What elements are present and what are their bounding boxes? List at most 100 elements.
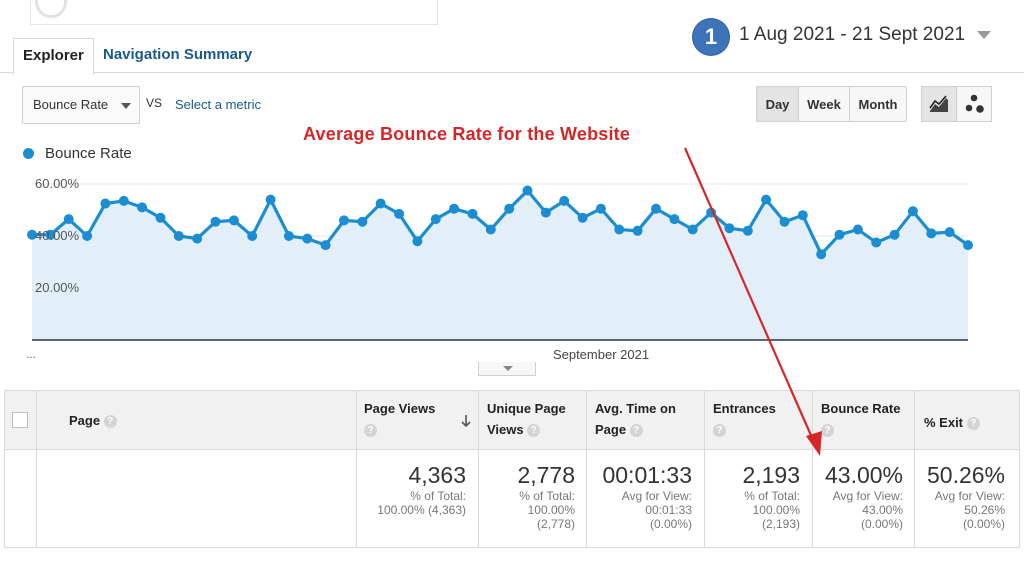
data-point[interactable]	[192, 233, 203, 244]
data-point[interactable]	[63, 214, 74, 225]
total-value: 2,778	[517, 462, 575, 488]
data-point[interactable]	[761, 194, 772, 205]
data-point[interactable]	[375, 198, 386, 209]
total-caption: (0.00%)	[649, 517, 692, 531]
data-point[interactable]	[724, 223, 735, 234]
data-point[interactable]	[614, 224, 625, 235]
data-point[interactable]	[27, 229, 37, 240]
col-divider	[586, 390, 587, 548]
total-value: 2,193	[742, 462, 800, 488]
total-caption: % of Total:	[744, 489, 800, 503]
data-point[interactable]	[247, 231, 258, 241]
select-all-checkbox[interactable]	[12, 412, 28, 428]
motion-chart-icon[interactable]	[956, 86, 992, 122]
data-point[interactable]	[118, 195, 129, 206]
chevron-down-icon[interactable]	[977, 31, 991, 39]
col-divider	[356, 390, 357, 548]
metric-dropdown-label: Bounce Rate	[33, 97, 109, 112]
data-point[interactable]	[485, 224, 496, 235]
data-point[interactable]	[357, 216, 368, 227]
y-tick-label: 20.00%	[35, 280, 80, 295]
data-point[interactable]	[871, 237, 882, 248]
col-divider	[36, 390, 37, 548]
select-metric-link[interactable]: Select a metric	[175, 97, 261, 112]
data-point[interactable]	[82, 231, 93, 241]
column-header-unique-page-views[interactable]: Unique Page Views ?	[487, 398, 566, 440]
data-point[interactable]	[907, 206, 918, 217]
data-point[interactable]	[926, 228, 937, 239]
tab-navigation-summary[interactable]: Navigation Summary	[103, 46, 253, 63]
total-value: 43.00%	[824, 462, 903, 488]
data-point[interactable]	[504, 203, 515, 214]
total-value: 00:01:33	[602, 462, 692, 488]
data-point[interactable]	[852, 224, 863, 235]
bounce-rate-chart: 60.00% 40.00% 20.00% ... September 2021	[26, 176, 973, 362]
data-point[interactable]	[210, 216, 221, 227]
data-point[interactable]	[632, 225, 643, 236]
column-header-exit[interactable]: % Exit ?	[924, 412, 980, 433]
table-top-border	[4, 390, 1020, 391]
column-header-label: Unique Page	[487, 401, 566, 416]
help-icon[interactable]: ?	[629, 424, 643, 438]
data-point[interactable]	[283, 231, 294, 241]
help-icon[interactable]: ?	[821, 424, 834, 438]
help-icon[interactable]: ?	[966, 417, 980, 431]
col-divider	[914, 390, 915, 548]
data-point[interactable]	[963, 240, 973, 251]
data-point[interactable]	[173, 231, 184, 241]
metric-dropdown[interactable]: Bounce Rate	[22, 86, 140, 124]
data-point[interactable]	[45, 229, 56, 240]
total-caption: Avg for View:	[934, 489, 1005, 503]
data-point[interactable]	[394, 208, 405, 219]
data-point[interactable]	[412, 236, 423, 247]
sort-descending-icon[interactable]	[460, 414, 472, 428]
data-point[interactable]	[889, 229, 900, 240]
column-header-avg-time[interactable]: Avg. Time on Page ?	[595, 398, 676, 440]
help-icon[interactable]: ?	[364, 424, 377, 438]
month-button[interactable]: Month	[849, 86, 907, 122]
data-point[interactable]	[944, 227, 955, 238]
data-point[interactable]	[320, 240, 331, 251]
data-point[interactable]	[228, 215, 239, 226]
data-point[interactable]	[816, 249, 827, 260]
data-point[interactable]	[540, 207, 551, 218]
column-header-label: Bounce Rate	[821, 401, 901, 416]
data-point[interactable]	[834, 229, 845, 240]
chart-resize-handle[interactable]	[478, 362, 536, 376]
data-point[interactable]	[687, 224, 698, 235]
column-header-page-views[interactable]: Page Views ?	[364, 398, 435, 440]
data-point[interactable]	[137, 202, 148, 213]
data-point[interactable]	[430, 214, 441, 225]
data-point[interactable]	[449, 203, 460, 214]
total-exit: 50.26% Avg for View: 50.26% (0.00%)	[915, 462, 1005, 531]
data-point[interactable]	[577, 212, 588, 223]
col-divider	[478, 390, 479, 548]
column-header-bounce-rate[interactable]: Bounce Rate ?	[821, 398, 900, 440]
help-icon[interactable]: ?	[527, 424, 541, 438]
data-point[interactable]	[302, 233, 313, 244]
tab-explorer[interactable]: Explorer	[13, 38, 94, 75]
day-button[interactable]: Day	[756, 86, 799, 122]
data-point[interactable]	[779, 216, 790, 227]
week-button[interactable]: Week	[798, 86, 850, 122]
data-point[interactable]	[100, 198, 111, 209]
data-point[interactable]	[595, 203, 606, 214]
help-icon[interactable]: ?	[713, 424, 726, 438]
help-icon[interactable]: ?	[103, 415, 117, 429]
data-point[interactable]	[155, 212, 166, 223]
data-point[interactable]	[559, 195, 570, 206]
series-line	[32, 188, 969, 256]
total-caption: (0.00%)	[860, 517, 903, 531]
data-point[interactable]	[669, 214, 680, 225]
data-point[interactable]	[651, 203, 661, 214]
data-point[interactable]	[339, 215, 349, 226]
date-range-picker[interactable]: 1 Aug 2021 - 21 Sept 2021	[739, 24, 966, 45]
data-point[interactable]	[467, 208, 478, 219]
column-header-page[interactable]: Page ?	[69, 410, 117, 431]
data-point[interactable]	[797, 210, 808, 221]
data-point[interactable]	[265, 194, 276, 205]
series-area	[32, 190, 968, 340]
column-header-entrances[interactable]: Entrances ?	[713, 398, 776, 440]
data-point[interactable]	[522, 185, 533, 196]
data-point[interactable]	[742, 225, 753, 236]
